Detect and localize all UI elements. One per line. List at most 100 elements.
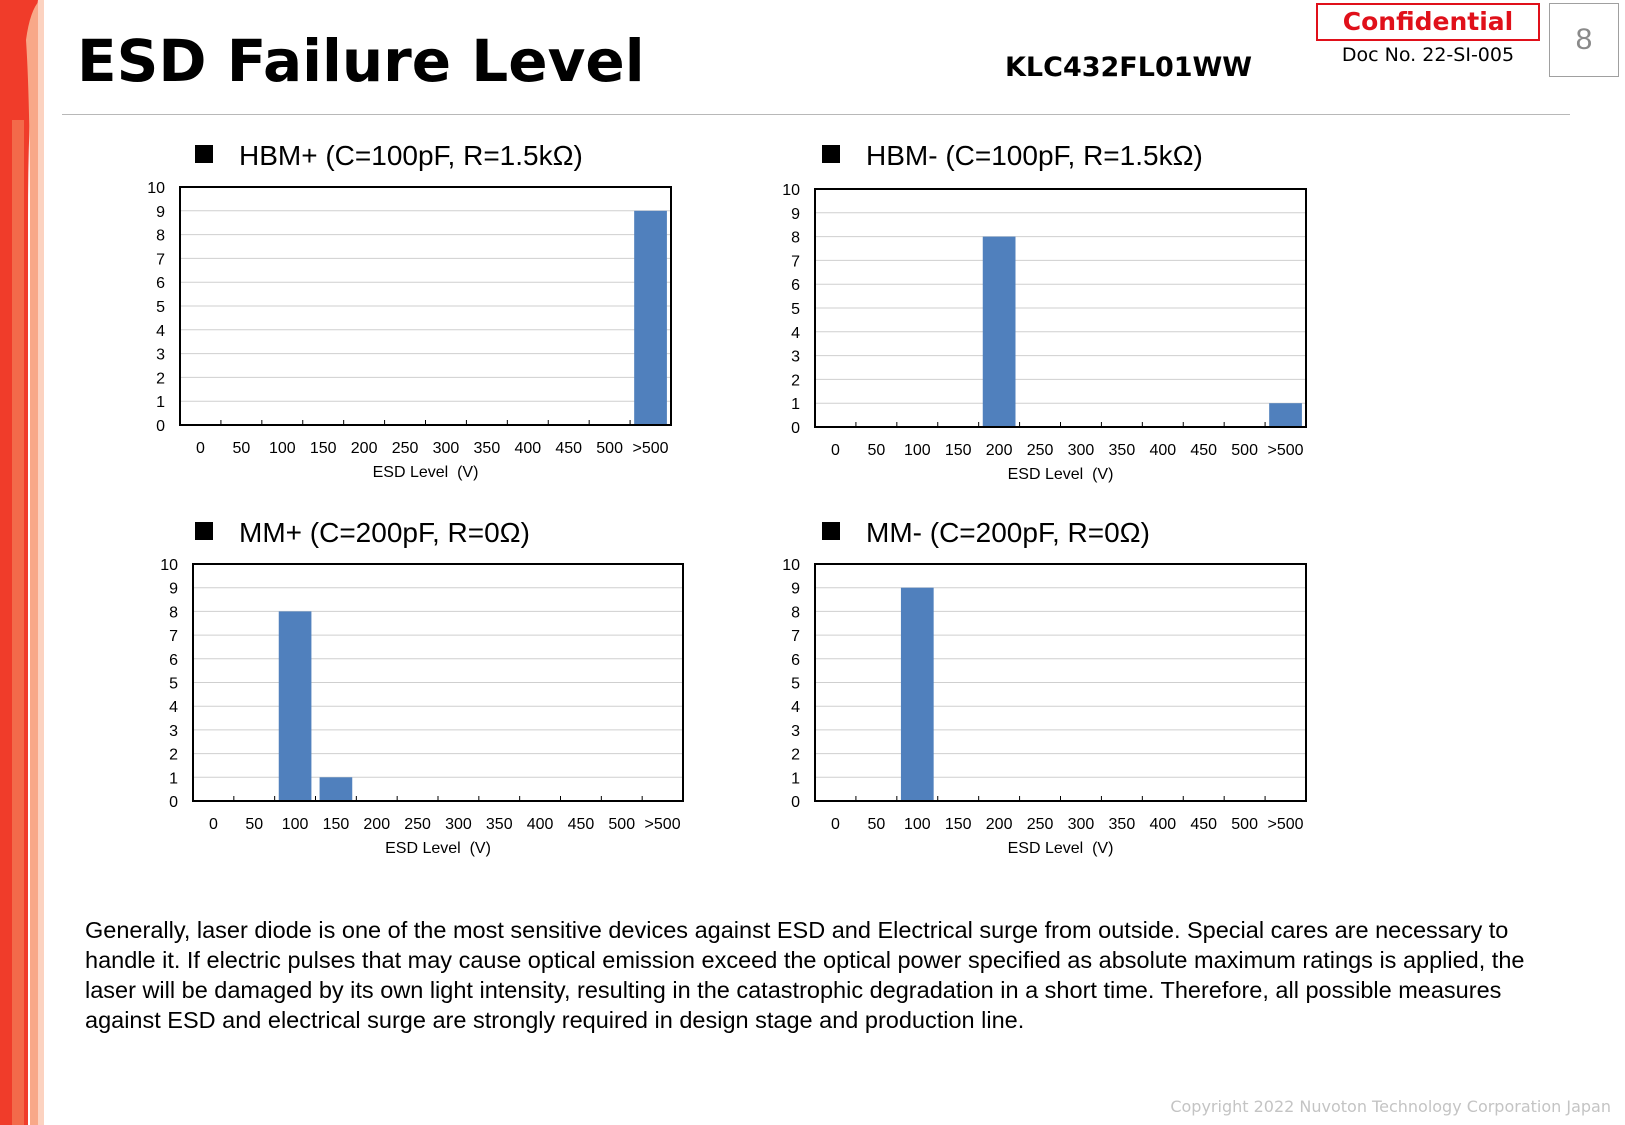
x-tick-label: 350 [474, 440, 501, 457]
x-tick-label: 100 [904, 442, 931, 459]
x-tick-label: >500 [1268, 442, 1304, 459]
bar [634, 210, 667, 425]
y-tick-label: 8 [156, 228, 165, 245]
y-tick-label: 1 [791, 396, 800, 413]
y-tick-label: 0 [791, 420, 800, 437]
y-tick-label: 2 [156, 370, 165, 387]
x-tick-label: 200 [363, 816, 390, 833]
x-tick-label: 400 [1149, 816, 1176, 833]
y-tick-label: 2 [169, 747, 178, 764]
x-tick-label: 250 [392, 440, 419, 457]
chart-hbm-plus: HBM+ (C=100pF, R=1.5kΩ) 0 1 2 3 4 5 6 7 8 9 10 0 50 1… [147, 138, 783, 488]
chart-title: HBM+ (C=100pF, R=1.5kΩ) [183, 138, 583, 174]
x-tick-label: 250 [1027, 442, 1054, 459]
y-tick-label: 4 [791, 325, 800, 342]
x-tick-label: >500 [633, 440, 669, 457]
y-tick-label: 5 [791, 676, 800, 693]
x-tick-label: 350 [486, 816, 513, 833]
page-title: ESD Failure Level [77, 27, 645, 95]
chart-mm-plus: MM+ (C=200pF, R=0Ω) 0 1 2 3 4 5 6 7 8 9 10 0 50 100 15… [160, 515, 783, 865]
y-tick-label: 0 [169, 794, 178, 811]
y-tick-label: 0 [791, 794, 800, 811]
x-tick-label: 0 [831, 442, 840, 459]
x-tick-label: 300 [1068, 816, 1095, 833]
y-tick-label: 6 [169, 652, 178, 669]
bullet-icon [822, 145, 840, 163]
y-tick-label: 3 [156, 347, 165, 364]
y-tick-label: 4 [791, 699, 800, 716]
y-tick-label: 10 [160, 557, 178, 574]
x-tick-label: 400 [1149, 442, 1176, 459]
chart-title-text: MM- (C=200pF, R=0Ω) [866, 517, 1150, 548]
y-tick-label: 5 [156, 299, 165, 316]
y-tick-label: 1 [791, 770, 800, 787]
model-number: KLC432FL01WW [1005, 52, 1253, 83]
chart-mm-minus: MM- (C=200pF, R=0Ω) 0 1 2 3 4 5 6 7 8 9 10 0 50 100 15… [782, 515, 1410, 865]
x-tick-label: 300 [1068, 442, 1095, 459]
plot-frame [814, 563, 1307, 802]
x-tick-label: 0 [196, 440, 205, 457]
x-tick-label: 500 [1231, 816, 1258, 833]
bullet-icon [195, 145, 213, 163]
x-tick-label: 300 [445, 816, 472, 833]
x-tick-label: 200 [986, 816, 1013, 833]
x-axis-label: ESD Level (V) [373, 464, 479, 481]
bar [900, 587, 934, 801]
x-tick-label: 400 [527, 816, 554, 833]
bar [1269, 403, 1302, 427]
x-axis-label: ESD Level (V) [1008, 466, 1114, 483]
x-tick-label: 150 [323, 816, 350, 833]
x-tick-label: 100 [904, 816, 931, 833]
x-tick-label: 150 [945, 816, 972, 833]
plot-frame [192, 563, 684, 802]
x-axis-label: ESD Level (V) [1008, 840, 1114, 857]
chart-title: MM- (C=200pF, R=0Ω) [810, 515, 1150, 551]
x-tick-label: 0 [209, 816, 218, 833]
y-tick-label: 0 [156, 418, 165, 435]
y-tick-label: 5 [169, 676, 178, 693]
y-tick-label: 6 [791, 652, 800, 669]
x-tick-label: 50 [232, 440, 250, 457]
x-tick-label: 450 [1190, 816, 1217, 833]
y-tick-label: 8 [169, 604, 178, 621]
chart-title-text: MM+ (C=200pF, R=0Ω) [239, 517, 530, 548]
x-tick-label: 200 [351, 440, 378, 457]
y-tick-label: 1 [169, 770, 178, 787]
x-tick-label: 250 [404, 816, 431, 833]
bullet-icon [195, 522, 213, 540]
y-tick-label: 1 [156, 394, 165, 411]
chart-title-text: HBM+ (C=100pF, R=1.5kΩ) [239, 140, 583, 171]
doc-number: Doc No. 22-SI-005 [1341, 44, 1515, 66]
chart-title: MM+ (C=200pF, R=0Ω) [183, 515, 530, 551]
description-text: Generally, laser diode is one of the mos… [85, 917, 1525, 1033]
copyright-text: Copyright 2022 Nuvoton Technology Corpor… [1170, 1097, 1611, 1116]
y-tick-label: 7 [169, 628, 178, 645]
x-axis-label: ESD Level (V) [385, 840, 491, 857]
y-tick-label: 4 [156, 323, 165, 340]
y-tick-label: 8 [791, 604, 800, 621]
bullet-icon [822, 522, 840, 540]
y-tick-label: 9 [156, 204, 165, 221]
x-tick-label: 100 [282, 816, 309, 833]
chart-title-text: HBM- (C=100pF, R=1.5kΩ) [866, 140, 1203, 171]
x-tick-label: 500 [608, 816, 635, 833]
y-tick-label: 5 [791, 301, 800, 318]
edge-stripes [0, 0, 44, 1125]
x-tick-label: 450 [1190, 442, 1217, 459]
y-tick-label: 9 [791, 581, 800, 598]
y-tick-label: 4 [169, 699, 178, 716]
bar [278, 611, 312, 801]
x-tick-label: 400 [514, 440, 541, 457]
confidential-badge: Confidential [1316, 3, 1540, 41]
x-tick-label: 450 [568, 816, 595, 833]
x-tick-label: 200 [986, 442, 1013, 459]
y-tick-label: 2 [791, 747, 800, 764]
y-tick-label: 3 [791, 349, 800, 366]
bar [982, 236, 1016, 427]
x-tick-label: 100 [269, 440, 296, 457]
